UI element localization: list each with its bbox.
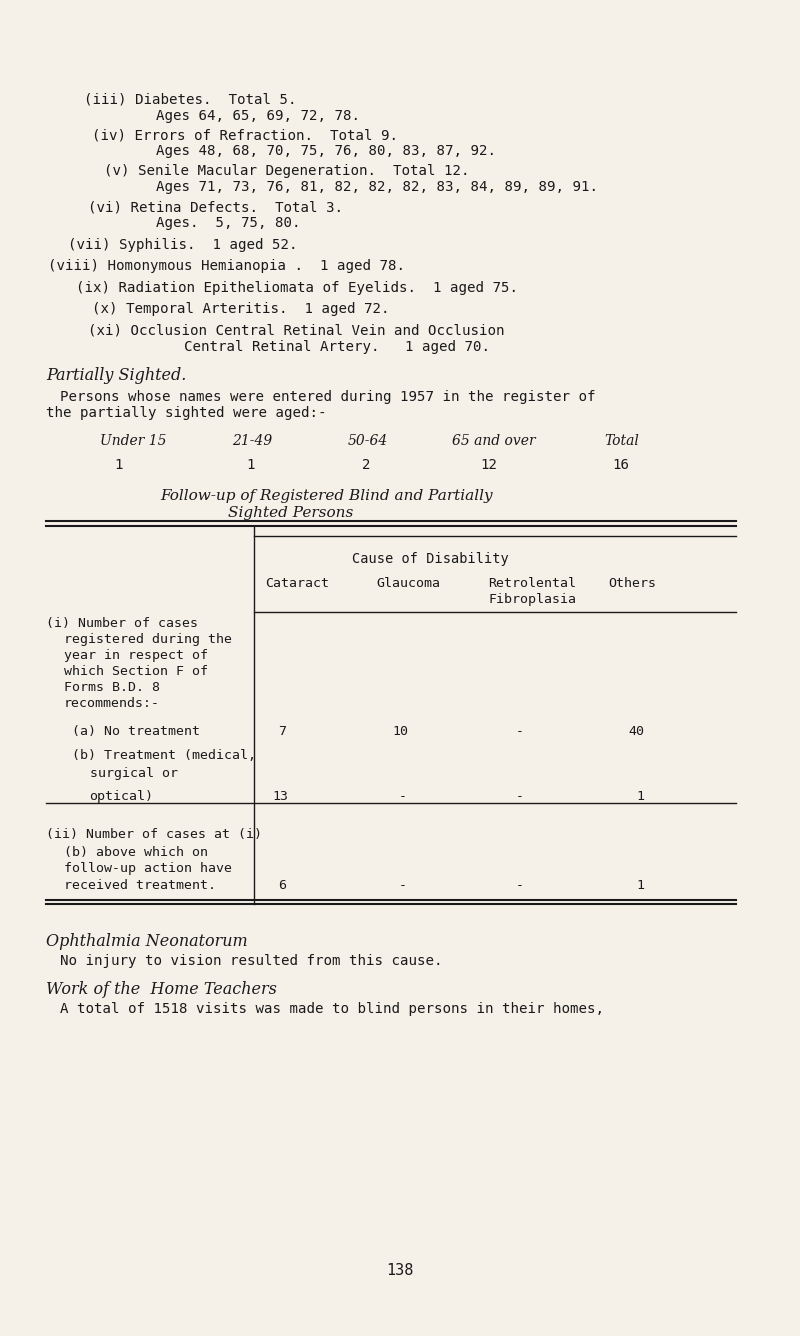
Text: Fibroplasia: Fibroplasia — [488, 592, 576, 605]
Text: (xi) Occlusion Central Retinal Vein and Occlusion: (xi) Occlusion Central Retinal Vein and … — [88, 323, 505, 337]
Text: 138: 138 — [386, 1263, 414, 1277]
Text: 10: 10 — [392, 725, 408, 739]
Text: optical): optical) — [90, 790, 154, 803]
Text: (vii) Syphilis.  1 aged 52.: (vii) Syphilis. 1 aged 52. — [68, 238, 298, 251]
Text: (ix) Radiation Epitheliomata of Eyelids.  1 aged 75.: (ix) Radiation Epitheliomata of Eyelids.… — [76, 281, 518, 294]
Text: Ages 64, 65, 69, 72, 78.: Ages 64, 65, 69, 72, 78. — [156, 108, 360, 123]
Text: 1: 1 — [246, 457, 255, 472]
Text: Retrolental: Retrolental — [488, 577, 576, 591]
Text: Sighted Persons: Sighted Persons — [228, 506, 354, 520]
Text: (ii) Number of cases at (i): (ii) Number of cases at (i) — [46, 828, 262, 842]
Text: -: - — [398, 790, 406, 803]
Text: Partially Sighted.: Partially Sighted. — [46, 367, 186, 385]
Text: 50-64: 50-64 — [348, 434, 388, 448]
Text: which Section F of: which Section F of — [64, 665, 208, 679]
Text: -: - — [516, 790, 524, 803]
Text: (vi) Retina Defects.  Total 3.: (vi) Retina Defects. Total 3. — [88, 200, 343, 214]
Text: follow-up action have: follow-up action have — [64, 863, 232, 875]
Text: Ages.  5, 75, 80.: Ages. 5, 75, 80. — [156, 216, 301, 230]
Text: 1: 1 — [636, 879, 644, 892]
Text: (iii) Diabetes.  Total 5.: (iii) Diabetes. Total 5. — [84, 94, 297, 107]
Text: (i) Number of cases: (i) Number of cases — [46, 617, 198, 631]
Text: -: - — [398, 879, 406, 892]
Text: 13: 13 — [272, 790, 288, 803]
Text: recommends:-: recommends:- — [64, 697, 160, 711]
Text: year in respect of: year in respect of — [64, 649, 208, 663]
Text: -: - — [516, 725, 524, 739]
Text: the partially sighted were aged:-: the partially sighted were aged:- — [46, 406, 327, 420]
Text: (b) above which on: (b) above which on — [64, 846, 208, 859]
Text: Total: Total — [604, 434, 639, 448]
Text: 65 and over: 65 and over — [452, 434, 536, 448]
Text: 16: 16 — [612, 457, 629, 472]
Text: Glaucoma: Glaucoma — [376, 577, 440, 591]
Text: Ophthalmia Neonatorum: Ophthalmia Neonatorum — [46, 933, 248, 950]
Text: Work of the  Home Teachers: Work of the Home Teachers — [46, 981, 278, 998]
Text: (x) Temporal Arteritis.  1 aged 72.: (x) Temporal Arteritis. 1 aged 72. — [92, 302, 390, 315]
Text: registered during the: registered during the — [64, 633, 232, 647]
Text: (a) No treatment: (a) No treatment — [72, 725, 200, 739]
Text: Cause of Disability: Cause of Disability — [352, 552, 509, 565]
Text: (b) Treatment (medical,: (b) Treatment (medical, — [72, 749, 256, 763]
Text: No injury to vision resulted from this cause.: No injury to vision resulted from this c… — [60, 954, 442, 967]
Text: Central Retinal Artery.   1 aged 70.: Central Retinal Artery. 1 aged 70. — [184, 339, 490, 354]
Text: -: - — [516, 879, 524, 892]
Text: 1: 1 — [114, 457, 123, 472]
Text: Others: Others — [608, 577, 656, 591]
Text: 1: 1 — [636, 790, 644, 803]
Text: (iv) Errors of Refraction.  Total 9.: (iv) Errors of Refraction. Total 9. — [92, 128, 398, 142]
Text: 40: 40 — [628, 725, 644, 739]
Text: Cataract: Cataract — [266, 577, 330, 591]
Text: Under 15: Under 15 — [100, 434, 166, 448]
Text: 12: 12 — [480, 457, 497, 472]
Text: surgical or: surgical or — [90, 767, 178, 780]
Text: Ages 48, 68, 70, 75, 76, 80, 83, 87, 92.: Ages 48, 68, 70, 75, 76, 80, 83, 87, 92. — [156, 144, 496, 158]
Text: Follow-up of Registered Blind and Partially: Follow-up of Registered Blind and Partia… — [160, 489, 493, 502]
Text: (v) Senile Macular Degeneration.  Total 12.: (v) Senile Macular Degeneration. Total 1… — [104, 164, 470, 178]
Text: 7: 7 — [278, 725, 286, 739]
Text: 21-49: 21-49 — [232, 434, 272, 448]
Text: A total of 1518 visits was made to blind persons in their homes,: A total of 1518 visits was made to blind… — [60, 1002, 604, 1015]
Text: 6: 6 — [278, 879, 286, 892]
Text: received treatment.: received treatment. — [64, 879, 216, 892]
Text: Persons whose names were entered during 1957 in the register of: Persons whose names were entered during … — [60, 390, 595, 403]
Text: Forms B.D. 8: Forms B.D. 8 — [64, 681, 160, 695]
Text: Ages 71, 73, 76, 81, 82, 82, 82, 83, 84, 89, 89, 91.: Ages 71, 73, 76, 81, 82, 82, 82, 83, 84,… — [156, 180, 598, 194]
Text: (viii) Homonymous Hemianopia .  1 aged 78.: (viii) Homonymous Hemianopia . 1 aged 78… — [48, 259, 405, 273]
Text: 2: 2 — [362, 457, 371, 472]
